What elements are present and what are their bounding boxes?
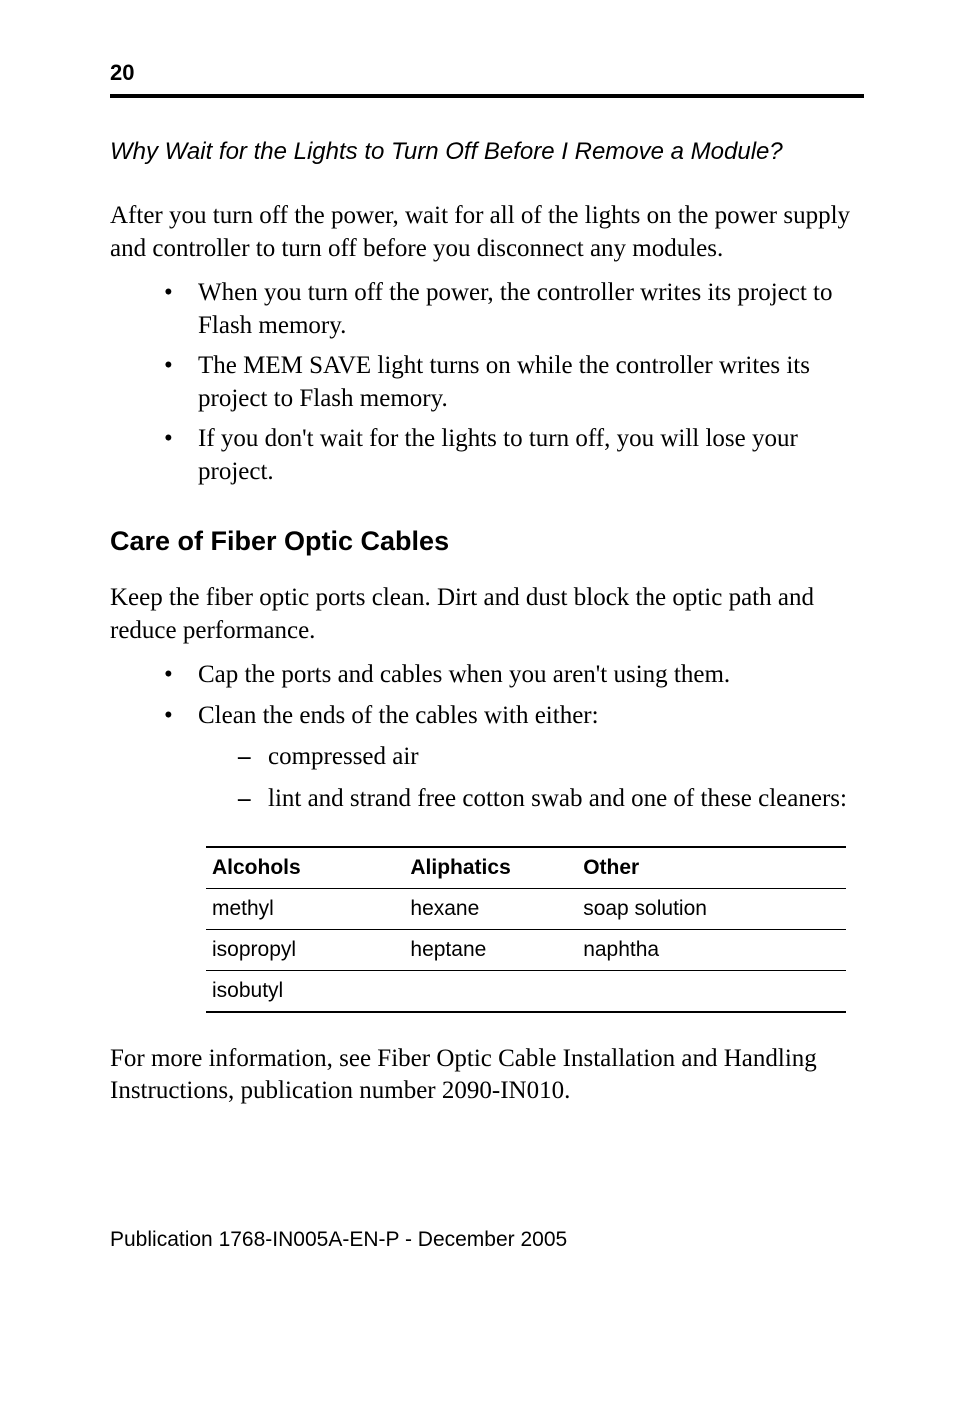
footer-prefix: Publication (110, 1228, 219, 1251)
section-heading: Care of Fiber Optic Cables (110, 526, 864, 557)
table-cell: methyl (206, 888, 404, 929)
page-number: 20 (110, 60, 864, 86)
dash-list: compressed air lint and strand free cott… (198, 740, 864, 816)
list-item: If you don't wait for the lights to turn… (164, 423, 864, 488)
section-subheading: Why Wait for the Lights to Turn Off Befo… (110, 138, 864, 166)
table-cell: isopropyl (206, 929, 404, 970)
table-cell: isobutyl (206, 970, 404, 1012)
paragraph-care: Keep the fiber optic ports clean. Dirt a… (110, 582, 864, 647)
table-cell: hexane (404, 888, 577, 929)
paragraph-intro: After you turn off the power, wait for a… (110, 200, 864, 265)
table-row: isopropyl heptane naphtha (206, 929, 846, 970)
table-cell: soap solution (577, 888, 846, 929)
table-cell: naphtha (577, 929, 846, 970)
list-item: compressed air (238, 740, 864, 774)
column-header: Aliphatics (404, 847, 577, 889)
table-cell (577, 970, 846, 1012)
bullet-list-a: When you turn off the power, the control… (110, 277, 864, 488)
column-header: Alcohols (206, 847, 404, 889)
cleaners-table: Alcohols Aliphatics Other methyl hexane … (206, 846, 846, 1013)
paragraph-footer-info: For more information, see Fiber Optic Ca… (110, 1043, 864, 1108)
top-rule (110, 94, 864, 98)
column-header: Other (577, 847, 846, 889)
bullet-list-b: Cap the ports and cables when you aren't… (110, 659, 864, 816)
table-cell: heptane (404, 929, 577, 970)
list-item: Clean the ends of the cables with either… (164, 700, 864, 816)
table-row: isobutyl (206, 970, 846, 1012)
footer-code: 1768-IN005A-EN-P - December 2005 (219, 1228, 568, 1251)
list-item: lint and strand free cotton swab and one… (238, 782, 864, 816)
table-row: methyl hexane soap solution (206, 888, 846, 929)
table-cell (404, 970, 577, 1012)
list-item: The MEM SAVE light turns on while the co… (164, 350, 864, 415)
list-item: When you turn off the power, the control… (164, 277, 864, 342)
list-item-text: Clean the ends of the cables with either… (198, 702, 599, 729)
publication-footer: Publication 1768-IN005A-EN-P - December … (110, 1228, 864, 1252)
list-item: Cap the ports and cables when you aren't… (164, 659, 864, 692)
